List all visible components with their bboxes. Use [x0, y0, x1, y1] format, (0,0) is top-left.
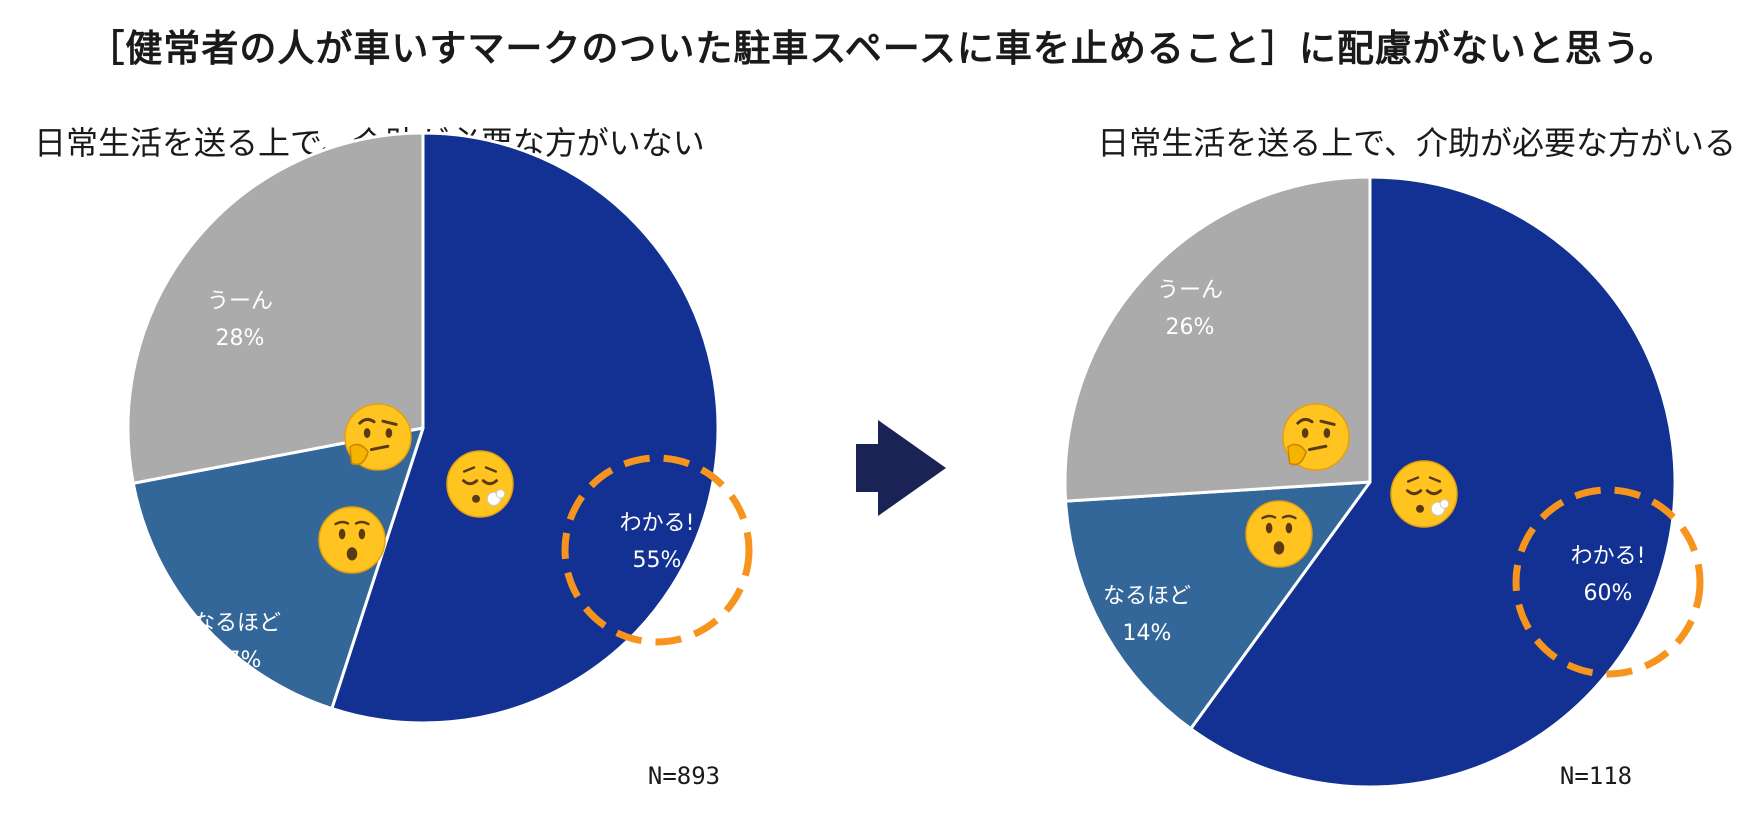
hushed-face-icon-left	[318, 506, 386, 574]
slice-value-left-0: 55%	[633, 548, 682, 573]
slice-name-left-0: わかる!	[620, 511, 695, 536]
chart-title-right: 日常生活を送る上で、介助が必要な方がいる	[1097, 124, 1736, 162]
thinking-face-icon-right	[1282, 403, 1350, 471]
highlight-ring-right	[1512, 486, 1704, 678]
slice-name-right-1: なるほど	[1103, 584, 1191, 609]
slice-name-right-2: うーん	[1157, 278, 1223, 303]
slice-name-left-1: なるほど	[193, 611, 281, 636]
page-title: ［健常者の人が車いすマークのついた駐車スペースに車を止めること］に配慮がないと思…	[87, 27, 1677, 70]
slice-name-right-0: わかる!	[1571, 544, 1646, 569]
pie-slice-left-2	[126, 131, 425, 485]
hushed-face-icon-right	[1245, 500, 1313, 568]
slice-value-right-1: 14%	[1123, 621, 1172, 646]
face-exhaling-icon-right	[1390, 460, 1458, 528]
pie-chart-right: わかる! 60% なるほど 14% うーん 26% N=118	[1063, 175, 1704, 790]
sample-size-right: N=118	[1560, 762, 1632, 790]
slice-value-left-2: 28%	[216, 326, 265, 351]
pie-slice-left-1	[131, 426, 425, 711]
thinking-face-icon-left	[344, 403, 412, 471]
face-exhaling-icon-left	[446, 450, 514, 518]
slice-value-right-0: 60%	[1584, 581, 1633, 606]
highlight-ring-left	[561, 454, 753, 646]
right-arrow-icon	[856, 420, 946, 516]
slice-value-right-2: 26%	[1166, 315, 1215, 340]
slice-name-left-2: うーん	[207, 289, 273, 314]
sample-size-left: N=893	[648, 762, 720, 790]
pie-chart-left: わかる! 55% なるほど 17% うーん 28% N=893	[126, 131, 753, 790]
slice-value-left-1: 17%	[213, 648, 262, 673]
